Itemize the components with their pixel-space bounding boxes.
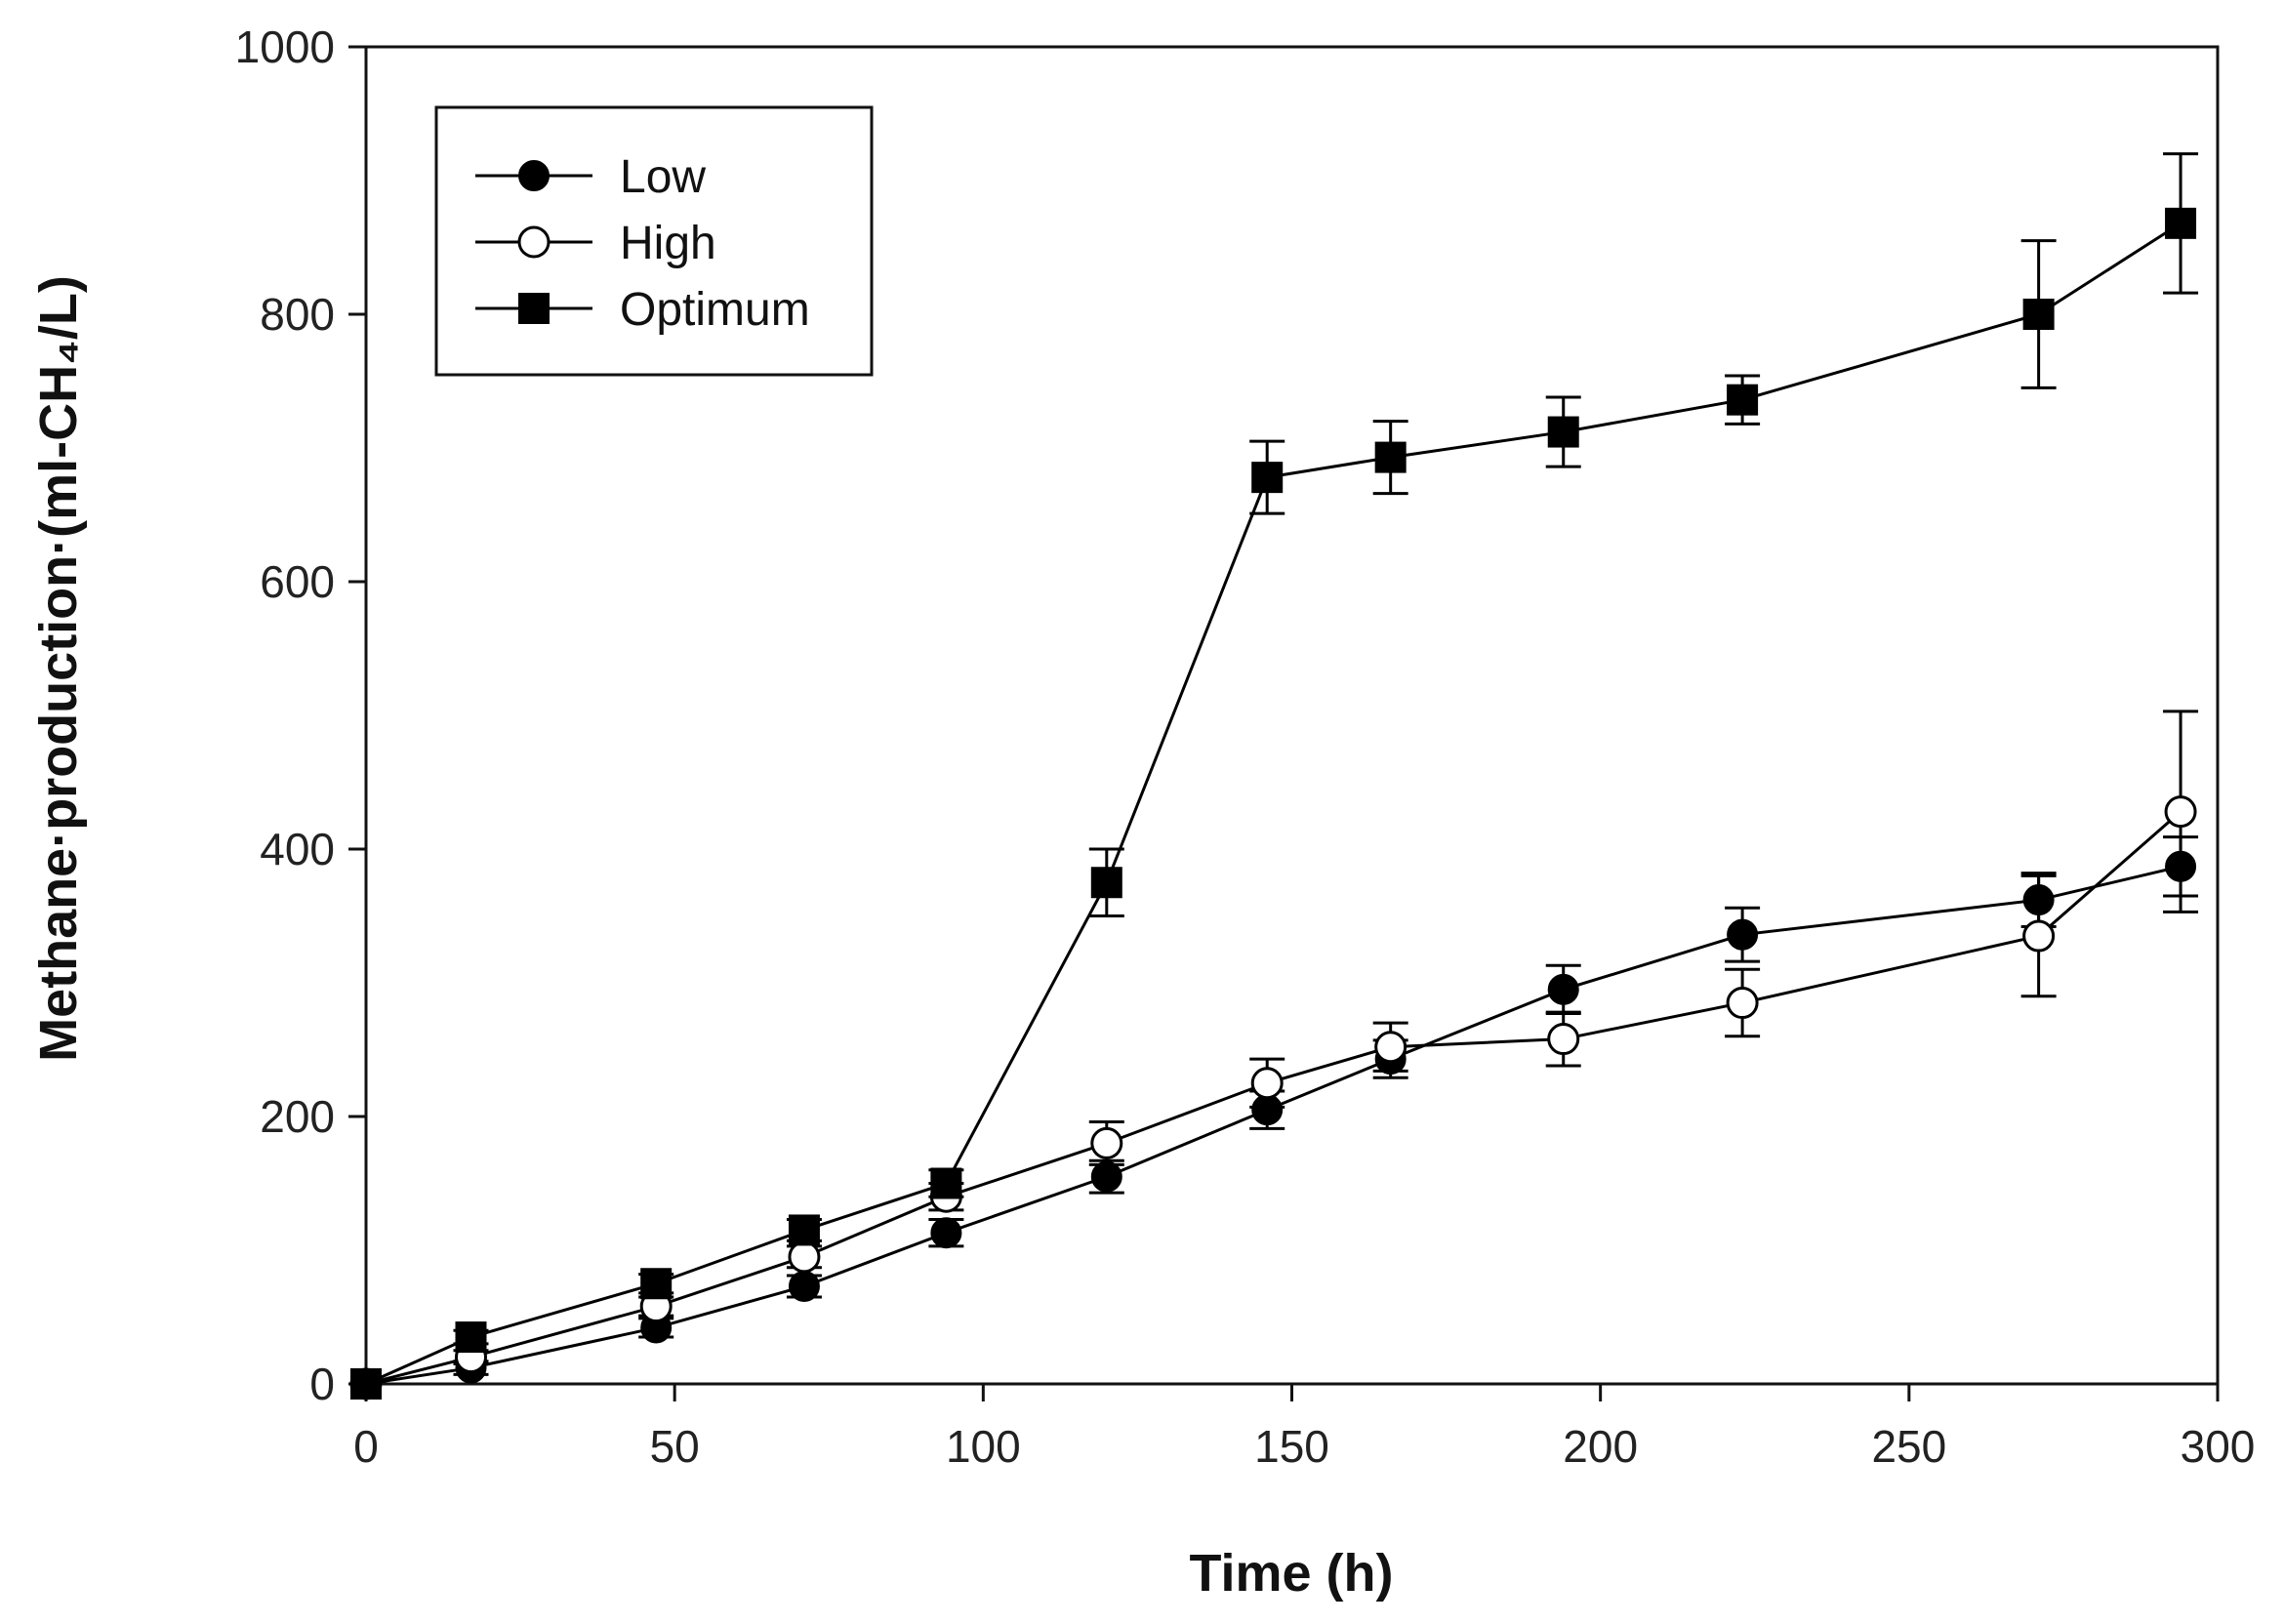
y-axis-ticks: 0 200 400 600 800 1000	[235, 21, 366, 1409]
data-point-high	[1547, 1023, 1580, 1056]
x-tick-label: 250	[1871, 1421, 1946, 1472]
x-tick-label: 150	[1254, 1421, 1329, 1472]
data-point-optimum	[455, 1321, 487, 1354]
data-point-high	[788, 1240, 821, 1274]
x-axis-ticks: 0 50 100 150 200 250 300	[353, 1384, 2255, 1472]
series-layer	[349, 152, 2199, 1401]
data-point-high	[1374, 1031, 1407, 1064]
legend-marker-low	[518, 160, 550, 191]
y-tick-label: 1000	[235, 21, 335, 72]
data-point-optimum	[640, 1268, 673, 1300]
y-tick-label: 800	[260, 289, 335, 340]
series-optimum	[350, 152, 2199, 1400]
legend-label-high: High	[620, 218, 716, 269]
legend-label-optimum: Optimum	[620, 284, 810, 336]
legend-marker-high	[517, 225, 551, 259]
series-high	[349, 710, 2199, 1401]
data-point-high	[1250, 1067, 1284, 1100]
data-point-low	[1090, 1160, 1122, 1193]
x-tick-label: 100	[946, 1421, 1021, 1472]
data-point-high	[1726, 987, 1759, 1020]
data-point-high	[1090, 1126, 1123, 1159]
legend: Low High Optimum	[434, 105, 874, 377]
data-point-optimum	[2165, 207, 2197, 239]
data-point-optimum	[1090, 867, 1122, 899]
data-point-optimum	[930, 1167, 962, 1199]
data-point-low	[1547, 973, 1579, 1005]
series-line-optimum	[365, 222, 2182, 1386]
series-line-low	[365, 865, 2182, 1386]
data-point-high	[2164, 795, 2197, 829]
y-axis-title: Methane·production·(ml-CH₄/L)	[29, 275, 88, 1062]
data-point-optimum	[1374, 441, 1407, 473]
legend-marker-optimum	[518, 293, 550, 324]
y-tick-label: 200	[260, 1091, 335, 1142]
y-tick-label: 400	[260, 824, 335, 874]
data-point-optimum	[1547, 416, 1579, 448]
series-line-high	[365, 810, 2182, 1386]
x-tick-label: 50	[650, 1421, 700, 1472]
x-tick-label: 0	[353, 1421, 379, 1472]
data-point-low	[1727, 918, 1759, 951]
data-point-optimum	[1727, 384, 1759, 416]
legend-label-low: Low	[620, 151, 706, 203]
data-point-low	[930, 1217, 962, 1249]
data-point-optimum	[350, 1368, 382, 1400]
data-point-high	[2022, 919, 2056, 953]
x-tick-label: 200	[1563, 1421, 1638, 1472]
y-tick-label: 600	[260, 556, 335, 607]
data-point-optimum	[1251, 462, 1284, 494]
data-point-optimum	[2022, 299, 2055, 330]
y-tick-label: 0	[309, 1359, 335, 1409]
data-point-optimum	[788, 1214, 820, 1246]
x-axis-title: Time (h)	[1189, 1544, 1393, 1603]
x-tick-label: 300	[2181, 1421, 2256, 1472]
data-point-low	[788, 1270, 820, 1302]
